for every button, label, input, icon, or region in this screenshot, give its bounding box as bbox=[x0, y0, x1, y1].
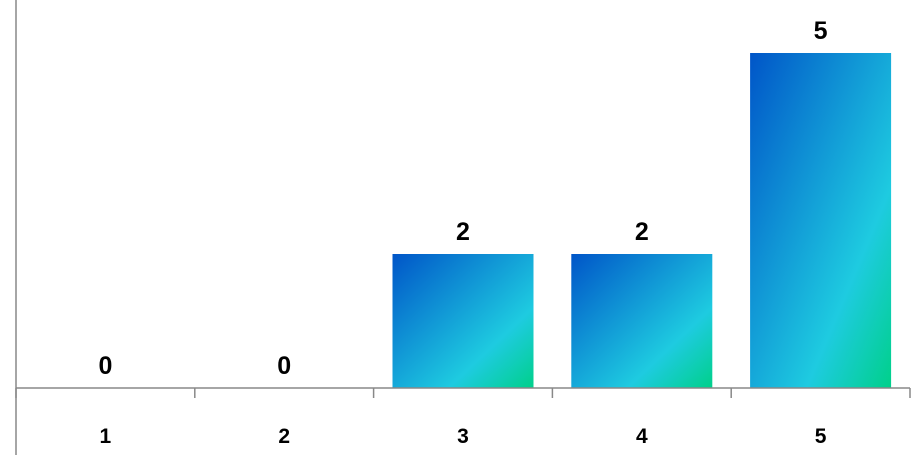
x-tick-label-5: 5 bbox=[815, 425, 827, 448]
bar-5 bbox=[750, 53, 892, 388]
data-label-1: 0 bbox=[98, 352, 112, 380]
x-tick-label-1: 1 bbox=[100, 425, 112, 448]
bar-3 bbox=[392, 254, 534, 388]
data-label-3: 2 bbox=[456, 218, 470, 246]
data-label-4: 2 bbox=[635, 218, 649, 246]
bar-4 bbox=[571, 254, 713, 388]
x-tick-labels-layer: 1 2 3 4 5 bbox=[100, 425, 827, 448]
data-label-5: 5 bbox=[814, 17, 828, 45]
x-tick-label-4: 4 bbox=[636, 425, 648, 448]
x-tick-label-3: 3 bbox=[457, 425, 469, 448]
data-label-2: 0 bbox=[277, 352, 291, 380]
x-tick-label-2: 2 bbox=[278, 425, 290, 448]
data-labels-layer: 0 0 2 2 5 bbox=[98, 17, 827, 380]
bars-layer bbox=[392, 53, 892, 388]
x-ticks-layer bbox=[15, 388, 911, 398]
